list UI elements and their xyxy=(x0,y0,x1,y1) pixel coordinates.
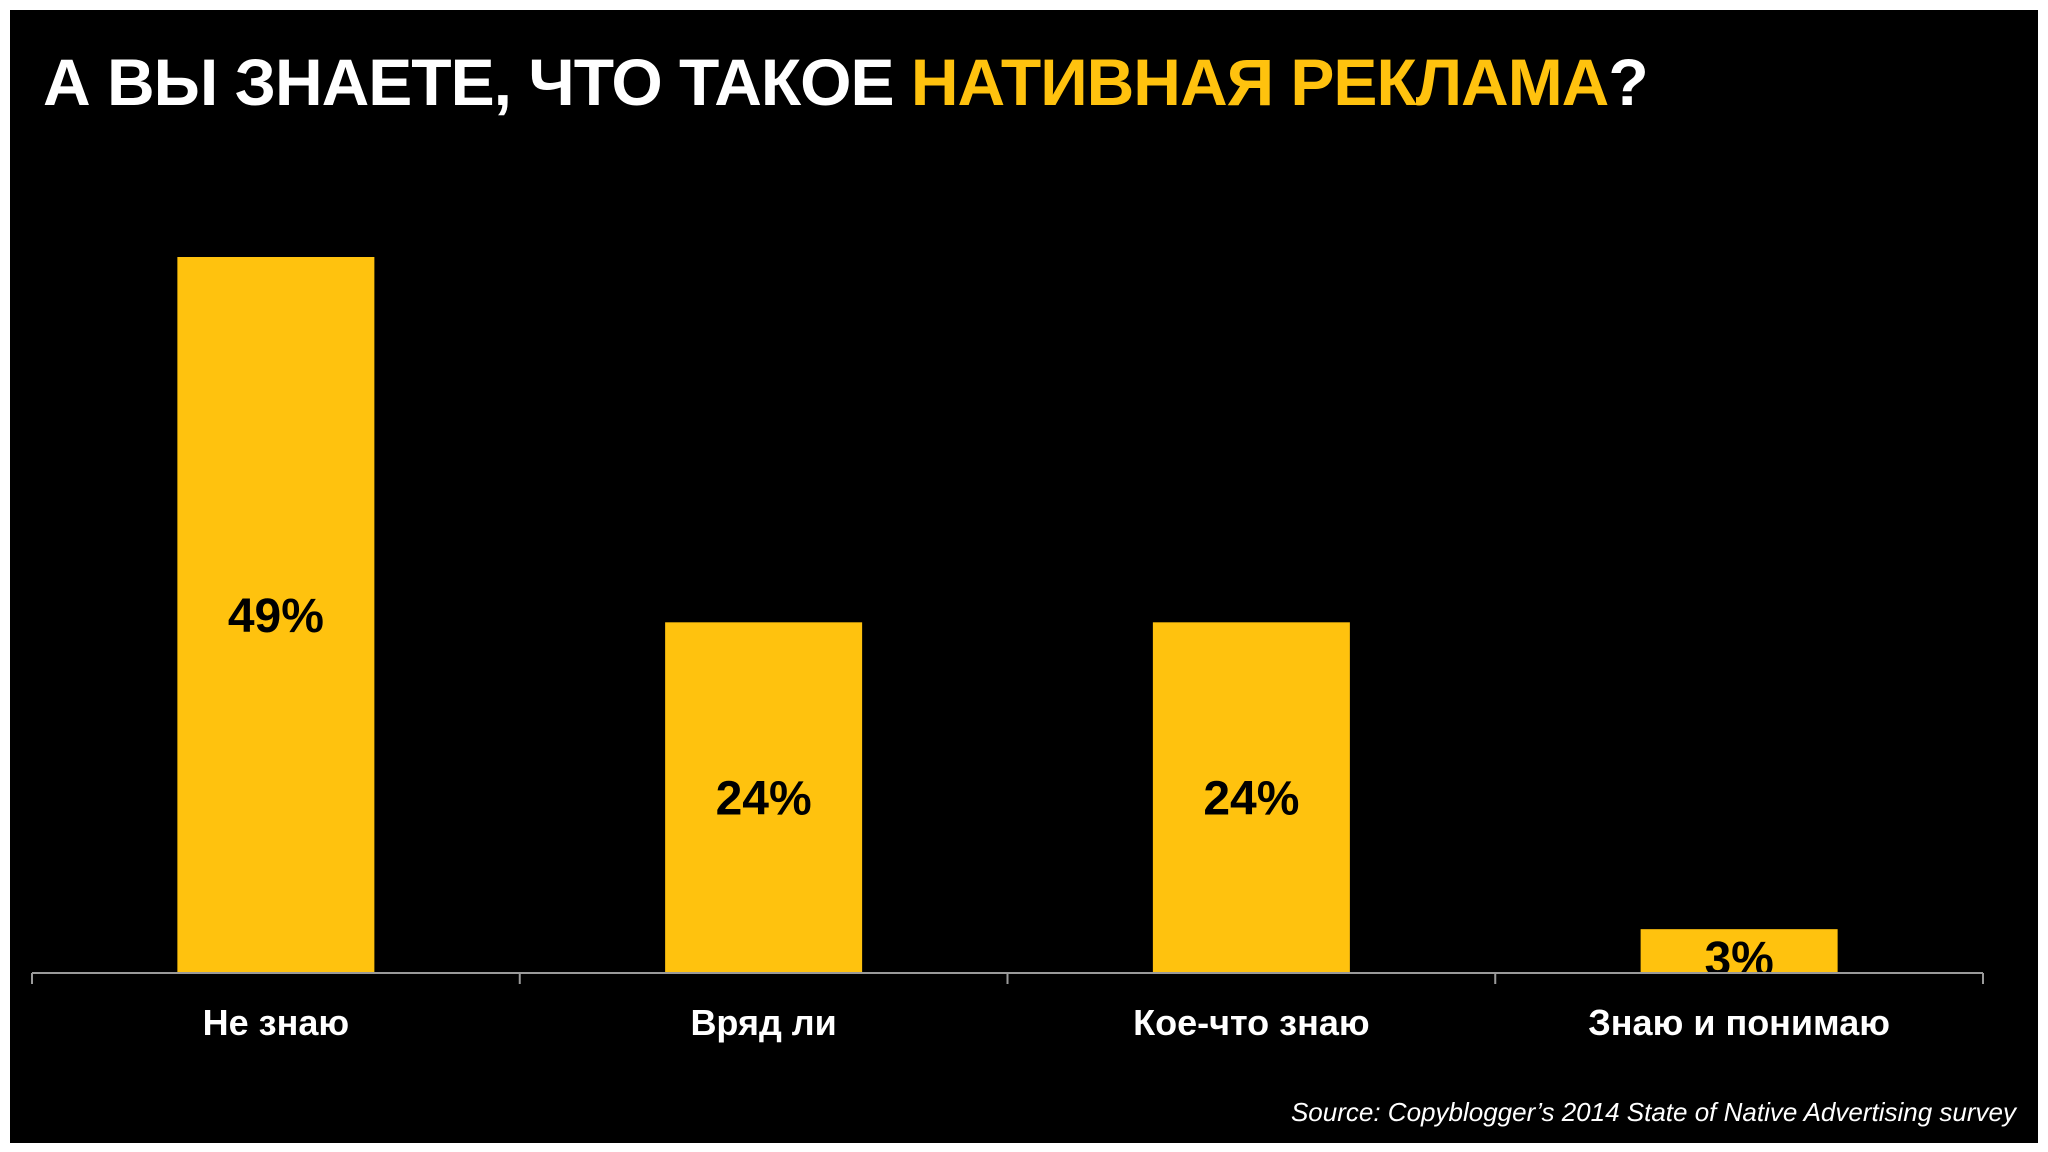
title-highlight: НАТИВНАЯ РЕКЛАМА xyxy=(910,45,1609,119)
value-label-2: 24% xyxy=(716,773,812,826)
value-label-1: 49% xyxy=(228,590,324,643)
value-label-4: 3% xyxy=(1704,933,1773,986)
category-label-3: Кое-что знаю xyxy=(1133,1002,1369,1043)
bar-3 xyxy=(1152,622,1350,973)
category-label-1: Не знаю xyxy=(203,1002,349,1043)
bar-4 xyxy=(1640,929,1838,973)
source-note: Source: Copyblogger’s 2014 State of Nati… xyxy=(1290,1097,2016,1127)
title-part-2: ? xyxy=(1608,45,1648,119)
category-label-4: Знаю и понимаю xyxy=(1588,1002,1890,1043)
category-label-2: Вряд ли xyxy=(690,1002,836,1043)
bar-1 xyxy=(177,257,375,973)
bar-2 xyxy=(665,622,863,973)
title-part-1: А ВЫ ЗНАЕТЕ, ЧТО ТАКОЕ xyxy=(43,45,911,119)
value-label-3: 24% xyxy=(1203,773,1299,826)
chart-title: А ВЫ ЗНАЕТЕ, ЧТО ТАКОЕ НАТИВНАЯ РЕКЛАМА? xyxy=(43,42,1649,122)
